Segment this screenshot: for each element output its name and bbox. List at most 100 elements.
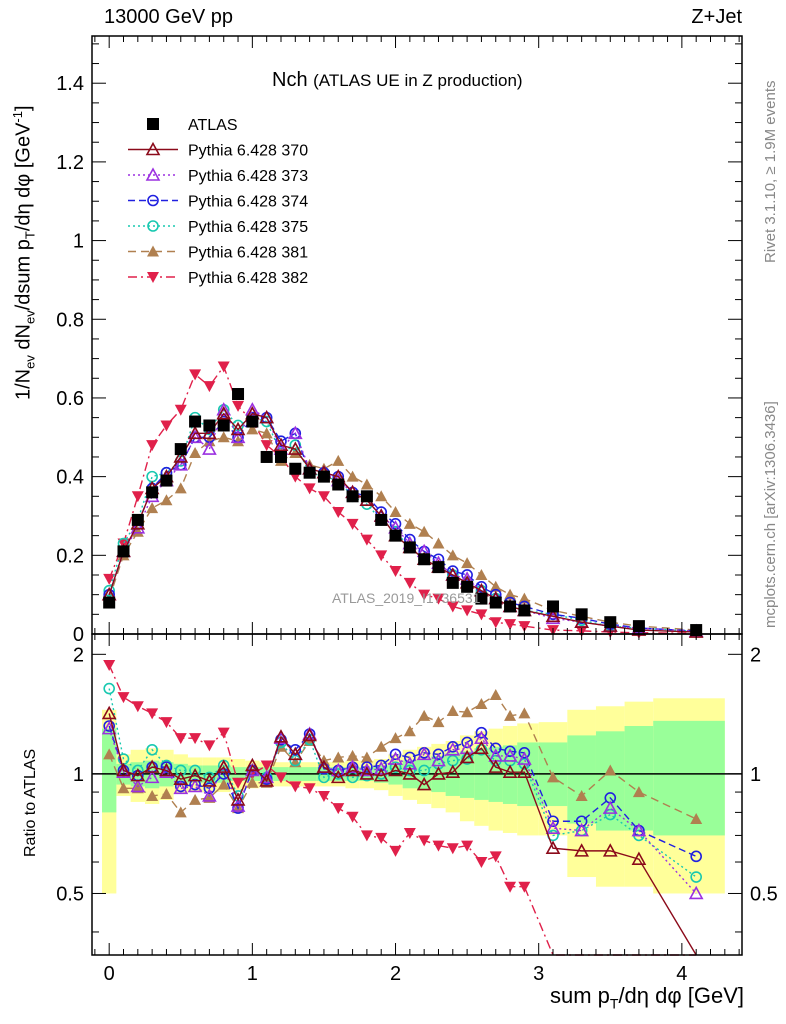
- ratio-point-382: [418, 835, 431, 847]
- main-point-373: [245, 402, 260, 416]
- ratio-point-370: [173, 771, 189, 785]
- band-green: [102, 728, 117, 813]
- ratio-point-370: [488, 759, 504, 773]
- mcplots-label: mcplots.cern.ch [arXiv:1306.3436]: [762, 401, 779, 628]
- main-point-381: [446, 549, 459, 561]
- ratio-point-375: [418, 764, 430, 777]
- ratio-point-370: [474, 740, 489, 755]
- ratio-plot-frame: [91, 633, 743, 956]
- main-line-381: [108, 428, 697, 631]
- main-point-382: [303, 483, 316, 495]
- main-point-381: [360, 478, 373, 490]
- process-label: Z+Jet: [691, 6, 742, 28]
- y-tick-label: 1.2: [56, 152, 84, 174]
- ratio-point-382: [189, 733, 202, 745]
- y-axis-label-ratio: Ratio to ATLAS: [22, 748, 39, 857]
- main-point-373: [173, 457, 189, 471]
- legend-marker-382: [147, 272, 159, 283]
- ratio-point-381: [403, 725, 416, 737]
- ratio-point-382: [389, 845, 402, 857]
- main-point-382: [189, 369, 202, 381]
- main-point-381: [146, 502, 159, 514]
- ratio-point-382: [289, 781, 302, 793]
- main-point-370: [545, 608, 561, 623]
- ratio-point-382: [203, 740, 216, 752]
- ratio-point-382: [103, 659, 116, 671]
- ratio-point-382: [117, 692, 130, 704]
- ratio-point-375: [604, 808, 617, 821]
- main-point-370: [202, 425, 217, 440]
- ratio-point-370: [302, 727, 317, 742]
- main-point-ATLAS: [489, 596, 502, 609]
- main-point-373: [187, 429, 203, 444]
- band-green: [567, 735, 596, 824]
- main-point-382: [131, 491, 144, 503]
- main-point-381: [232, 435, 245, 447]
- ratio-point-382: [332, 803, 345, 815]
- ratio-point-370: [230, 792, 246, 806]
- main-point-373: [230, 429, 246, 444]
- ratio-point-370: [359, 766, 375, 780]
- y-tick-label: 0: [73, 624, 84, 646]
- main-point-ATLAS: [461, 580, 474, 593]
- band-green: [595, 731, 625, 831]
- main-point-370: [187, 425, 203, 440]
- main-point-370: [574, 614, 589, 628]
- legend-label-381: Pythia 6.428 381: [188, 245, 308, 262]
- main-point-382: [203, 381, 216, 393]
- ratio-point-381: [432, 716, 445, 728]
- main-point-382: [518, 621, 531, 633]
- main-point-381: [346, 470, 359, 482]
- y-tick-label: 1.4: [56, 73, 84, 95]
- main-point-ATLAS: [103, 596, 116, 609]
- ratio-point-381: [389, 732, 402, 744]
- main-point-382: [146, 440, 159, 452]
- main-point-ATLAS: [217, 419, 230, 432]
- main-point-382: [375, 550, 388, 562]
- ratio-y-tick-label: 2: [73, 644, 84, 666]
- ratio-point-370: [187, 767, 203, 782]
- y-tick-label: 1: [73, 231, 84, 253]
- legend-label-370: Pythia 6.428 370: [188, 143, 308, 160]
- ratio-point-373: [373, 761, 389, 775]
- ratio-point-382: [146, 708, 159, 720]
- main-point-ATLAS: [389, 529, 402, 542]
- ratio-point-373: [187, 778, 203, 793]
- main-line-375: [108, 408, 697, 632]
- main-point-382: [103, 573, 116, 585]
- main-point-382: [403, 577, 416, 589]
- ratio-point-370: [459, 749, 475, 764]
- ratio-point-381: [332, 751, 345, 763]
- main-point-370: [230, 421, 246, 436]
- ratio-point-381: [117, 782, 130, 794]
- ratio-point-381: [518, 707, 531, 719]
- ratio-point-374: [547, 815, 559, 828]
- main-point-381: [475, 568, 488, 580]
- ratio-point-382: [317, 790, 330, 802]
- ratio-point-373: [445, 742, 461, 756]
- main-point-370: [259, 409, 275, 424]
- ratio-point-382: [303, 783, 316, 795]
- ratio-point-373: [502, 748, 518, 762]
- x-tick-label: 1: [247, 963, 258, 985]
- ratio-point-375: [289, 754, 302, 767]
- main-point-381: [160, 494, 173, 506]
- ratio-point-381: [632, 786, 645, 798]
- ratio-point-370: [101, 705, 117, 720]
- main-point-381: [432, 537, 445, 549]
- main-point-373: [545, 610, 561, 625]
- main-point-ATLAS: [117, 545, 130, 558]
- ratio-point-370: [502, 764, 518, 778]
- ratio-point-370: [273, 729, 289, 743]
- main-point-373: [287, 425, 303, 440]
- ratio-point-373: [359, 762, 375, 777]
- main-point-ATLAS: [446, 576, 459, 589]
- legend-marker-381: [147, 245, 159, 257]
- ratio-point-370: [245, 757, 260, 772]
- main-point-ATLAS: [547, 600, 560, 613]
- legend-marker-374: [147, 194, 159, 207]
- main-point-ATLAS: [174, 443, 187, 456]
- main-point-ATLAS: [632, 620, 645, 633]
- ratio-point-382: [489, 851, 502, 863]
